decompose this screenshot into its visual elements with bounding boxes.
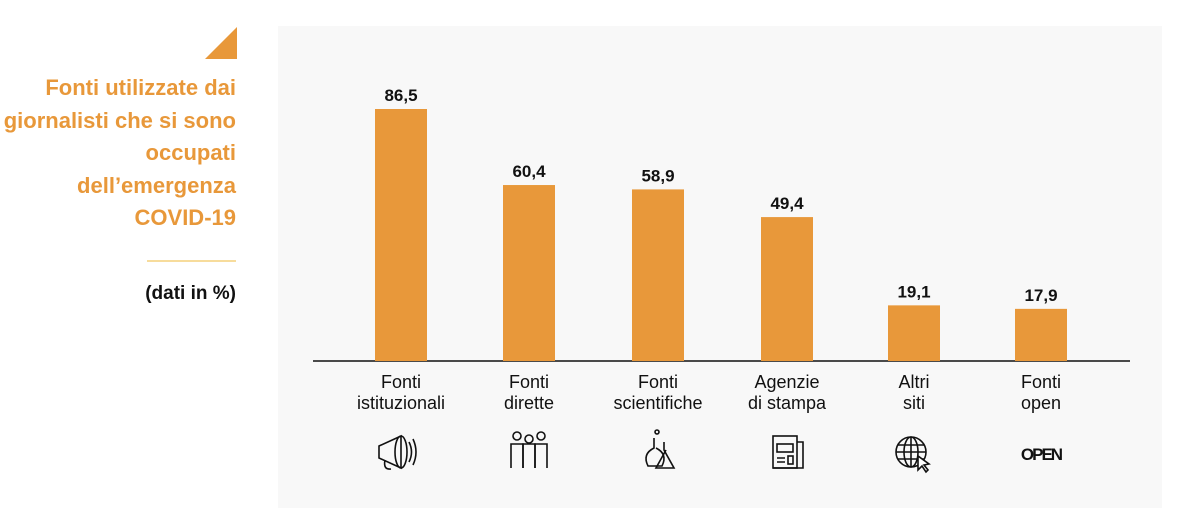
- category-label: istituzionali: [357, 393, 445, 413]
- category-label: Agenzie: [754, 372, 819, 392]
- category-label: Fonti: [638, 372, 678, 392]
- category-label: Fonti: [509, 372, 549, 392]
- category-label: dirette: [504, 393, 554, 413]
- bar: [375, 109, 427, 361]
- category-label: scientifiche: [613, 393, 702, 413]
- data-label: 60,4: [512, 162, 546, 181]
- data-label: 19,1: [897, 282, 930, 301]
- bar: [632, 189, 684, 361]
- category-label: open: [1021, 393, 1061, 413]
- bar: [761, 217, 813, 361]
- data-label: 17,9: [1024, 286, 1057, 305]
- category-label: Fonti: [1021, 372, 1061, 392]
- category-label: siti: [903, 393, 925, 413]
- globe-cursor-icon: [895, 436, 931, 474]
- bar: [1015, 308, 1067, 361]
- newspaper-icon: [772, 435, 804, 469]
- data-label: 86,5: [384, 86, 417, 105]
- chart-unit: (dati in %): [145, 283, 236, 304]
- lab-flask-icon: [645, 429, 676, 469]
- open-icon-text: OPEN: [1021, 445, 1063, 464]
- megaphone-icon: [378, 434, 417, 470]
- divider: [147, 260, 236, 262]
- bar: [503, 185, 555, 361]
- chart-title: Fonti utilizzate dai giornalisti che si …: [3, 75, 236, 230]
- corner-triangle-icon: [205, 27, 237, 59]
- category-label: Fonti: [381, 372, 421, 392]
- bar: [888, 305, 940, 361]
- data-label: 58,9: [641, 166, 674, 185]
- data-label: 49,4: [770, 194, 804, 213]
- people-icon: [510, 431, 548, 468]
- open-text-icon: OPEN: [1021, 445, 1065, 464]
- category-label: Altri: [899, 372, 930, 392]
- category-label: di stampa: [748, 393, 827, 413]
